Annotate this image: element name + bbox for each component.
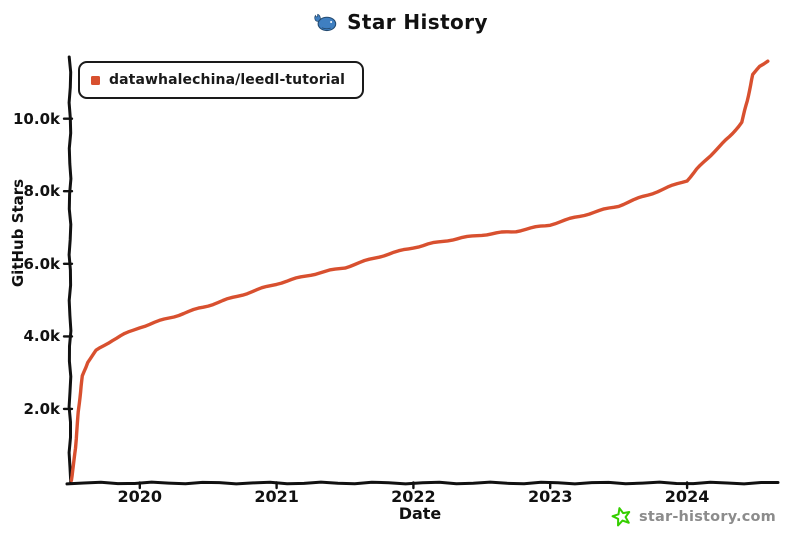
page-title: Star History	[347, 10, 488, 34]
x-tick-label: 2023	[527, 487, 573, 506]
watermark-text: star-history.com	[639, 508, 776, 525]
whale-icon	[314, 13, 337, 32]
x-tick-label: 2024	[664, 487, 710, 506]
y-axis-spine	[67, 55, 73, 485]
star-icon-path	[611, 507, 631, 527]
y-tick-label: 6.0k	[23, 254, 60, 273]
y-tick-label: 4.0k	[23, 327, 60, 346]
watermark-link[interactable]: star-history.com	[611, 506, 776, 527]
series-line	[69, 59, 770, 483]
y-tick-label: 10.0k	[13, 109, 60, 128]
legend: datawhalechina/leedl-tutorial	[78, 61, 365, 99]
x-tick-label: 2020	[117, 487, 163, 506]
legend-series-marker	[91, 75, 100, 85]
y-tick-label: 2.0k	[23, 399, 60, 418]
star-icon	[611, 507, 631, 527]
y-tick-label: 8.0k	[23, 182, 60, 201]
x-tick-label: 2022	[391, 487, 436, 506]
chart-header: Star History	[0, 10, 800, 34]
x-axis-label: Date	[398, 504, 442, 523]
x-tick-label: 2021	[254, 487, 299, 506]
axis-tick-marks	[62, 117, 689, 490]
x-axis-spine	[65, 480, 780, 486]
y-axis-label: GitHub Stars	[9, 178, 27, 288]
legend-series-label: datawhalechina/leedl-tutorial	[109, 72, 346, 88]
